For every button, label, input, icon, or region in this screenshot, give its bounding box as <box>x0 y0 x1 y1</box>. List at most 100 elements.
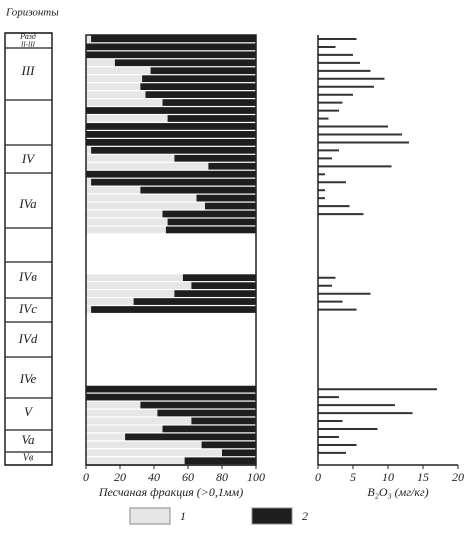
bar-segment <box>201 441 256 449</box>
bar-segment <box>86 282 192 290</box>
x-tick-label: 0 <box>315 470 321 484</box>
horizon-label: IVa <box>18 196 37 211</box>
bar-segment <box>191 417 256 425</box>
horizon-top-label: Разд <box>19 32 36 41</box>
bar-segment <box>86 409 158 417</box>
horizon-top-label: II-III <box>20 41 36 49</box>
bar-segment <box>114 59 257 67</box>
bar-segment <box>91 35 256 43</box>
bar-segment <box>86 115 168 122</box>
bar-segment <box>86 306 92 313</box>
x-tick-label: 20 <box>114 470 126 484</box>
bar-segment <box>86 138 256 146</box>
bar-segment <box>86 186 141 194</box>
bar-segment <box>86 298 134 305</box>
bar-segment <box>162 425 256 433</box>
bar-segment <box>86 202 205 210</box>
horizon-label: Vв <box>23 452 34 463</box>
bar-segment <box>165 226 256 234</box>
bar-segment <box>191 282 256 290</box>
bar-segment <box>86 218 168 226</box>
bar-segment <box>125 433 256 441</box>
bar-segment <box>167 115 256 122</box>
bar-segment <box>86 194 197 202</box>
bar-segment <box>140 186 256 194</box>
bar-segment <box>196 194 256 202</box>
horizons-title: Горизонты <box>5 7 59 19</box>
legend-label: 2 <box>302 509 308 523</box>
bar-segment <box>162 210 256 218</box>
bar-segment <box>174 290 256 297</box>
bar-segment <box>86 99 163 106</box>
bar-segment <box>86 290 175 297</box>
bar-segment <box>86 417 192 425</box>
bar-segment <box>86 433 126 441</box>
horizon-label: V <box>24 404 34 419</box>
bar-segment <box>174 154 256 162</box>
bar-segment <box>86 146 92 154</box>
bar-segment <box>86 154 175 162</box>
legend-swatch <box>251 507 293 525</box>
bar-segment <box>91 178 256 186</box>
bar-segment <box>86 75 143 83</box>
horizon-label: IVc <box>18 301 37 316</box>
bar-segment <box>184 457 256 465</box>
x-tick-label: 10 <box>382 470 394 484</box>
bar-segment <box>86 59 115 67</box>
bar-segment <box>162 99 256 106</box>
bar-segment <box>140 401 256 409</box>
bar-segment <box>86 449 222 457</box>
bar-segment <box>91 146 256 154</box>
bar-segment <box>86 131 256 138</box>
bar-segment <box>86 107 256 114</box>
x-tick-label: 5 <box>350 470 356 484</box>
bar-segment <box>133 298 256 305</box>
bar-segment <box>222 449 256 457</box>
bar-segment <box>86 83 141 91</box>
horizon-label: Va <box>22 432 36 447</box>
bar-segment <box>86 51 256 59</box>
bar-segment <box>86 162 209 170</box>
legend-swatch <box>129 507 171 525</box>
bar-segment <box>86 274 183 282</box>
bar-segment <box>86 35 92 43</box>
bar-segment <box>86 393 256 401</box>
bar-segment <box>86 425 163 433</box>
bar-segment <box>86 170 256 178</box>
bar-segment <box>157 409 256 417</box>
horizon-label: IVв <box>18 269 37 284</box>
x-tick-label: 60 <box>182 470 194 484</box>
bar-segment <box>86 91 146 98</box>
bar-segment <box>86 178 92 186</box>
bar-segment <box>86 226 166 234</box>
x-tick-label: 15 <box>417 470 429 484</box>
bar-segment <box>86 43 256 51</box>
bar-segment <box>86 210 163 218</box>
legend-label: 1 <box>180 509 186 523</box>
bar-segment <box>140 83 256 91</box>
bar-segment <box>142 75 256 83</box>
horizon-label: IVe <box>19 371 37 386</box>
bar-segment <box>86 457 185 465</box>
bar-segment <box>86 67 151 75</box>
bar-segment <box>86 123 256 130</box>
bar-segment <box>205 202 256 210</box>
x-tick-label: 100 <box>247 470 265 484</box>
x-tick-label: 20 <box>452 470 464 484</box>
horizon-label: III <box>21 63 36 78</box>
horizon-label: IVd <box>18 331 38 346</box>
x-tick-label: 40 <box>148 470 160 484</box>
bar-segment <box>145 91 256 98</box>
bar-segment <box>182 274 256 282</box>
x-tick-label: 80 <box>216 470 228 484</box>
bar-segment <box>208 162 256 170</box>
x-tick-label: 0 <box>83 470 89 484</box>
bar-segment <box>86 385 256 393</box>
horizon-label: IV <box>21 151 36 166</box>
x-axis-label: Песчаная фракция (>0,1мм) <box>98 485 243 499</box>
bar-segment <box>86 401 141 409</box>
frame <box>85 34 257 466</box>
bar-segment <box>167 218 256 226</box>
x-axis-label: B₂O₃ (мг/кг) <box>367 485 428 499</box>
